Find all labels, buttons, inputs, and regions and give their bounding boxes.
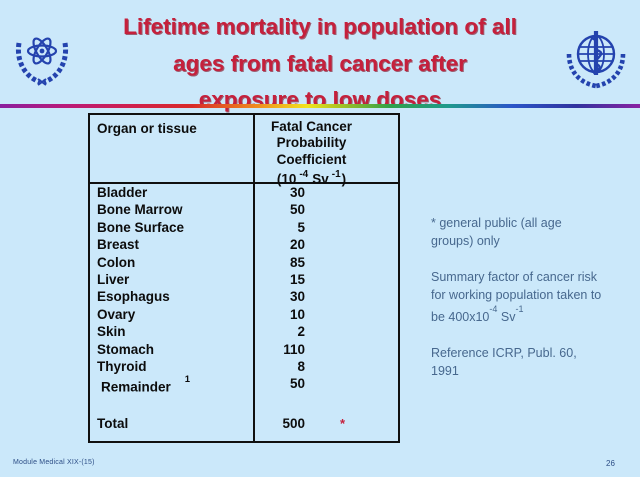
table-header-organ: Organ or tissue [97, 121, 197, 136]
total-label: Total [97, 415, 129, 431]
table-row: Stomach 110 [90, 341, 398, 358]
organ-cell: Esophagus [97, 289, 170, 305]
slide-title: Lifetime mortality in population of all … [0, 9, 640, 119]
value-cell: 5 [297, 219, 305, 235]
table-blank-row [90, 393, 398, 415]
table-row: Esophagus 30 [90, 288, 398, 305]
value-cell: 8 [297, 358, 305, 374]
rainbow-divider-rule [0, 104, 640, 108]
total-asterisk: * [339, 415, 345, 431]
value-cell: 110 [283, 341, 305, 357]
organ-cell: Bone Surface [97, 219, 185, 235]
table-row: Bone Surface 5 [90, 219, 398, 236]
module-footer-label: Module Medical XIX-(15) [13, 459, 95, 466]
table-total-row: Total 500 * [90, 415, 398, 433]
organ-cell: Ovary [97, 306, 136, 322]
table-row: Ovary 10 [90, 306, 398, 323]
side-notes: * general public (all age groups) only S… [431, 214, 633, 398]
table-row: Bone Marrow 50 [90, 201, 398, 218]
table-row: Liver 15 [90, 271, 398, 288]
organ-cell: Remainder 1 [101, 374, 191, 395]
value-cell: 20 [289, 237, 305, 253]
value-cell: 50 [289, 202, 305, 218]
iaea-logo [13, 27, 71, 94]
value-cell: 15 [289, 271, 305, 287]
table-row: Skin 2 [90, 323, 398, 340]
organ-cell: Colon [97, 254, 136, 270]
value-cell: 2 [297, 324, 305, 340]
table-row: Bladder 30 [90, 184, 398, 201]
table-column-divider [253, 115, 255, 441]
organ-cell: Skin [97, 324, 126, 340]
value-cell: 85 [289, 254, 305, 270]
table-header-coefficient: Fatal Cancer Probability Coefficient (10… [255, 115, 398, 186]
value-cell: 30 [289, 185, 305, 200]
table-row-remainder: Remainder 1 50 [90, 374, 398, 395]
table-header-unit: (10 -4 Sv -1) [276, 168, 347, 187]
value-cell: 10 [289, 306, 305, 322]
iaea-atom-wreath-icon [15, 37, 69, 86]
remainder-footnote-marker: 1 [184, 374, 191, 386]
value-cell: 30 [289, 289, 305, 305]
organ-cell: Bone Marrow [97, 202, 183, 218]
organ-cell: Bladder [97, 185, 148, 200]
table-row: Breast 20 [90, 236, 398, 253]
fatal-cancer-table: Organ or tissue Fatal Cancer Probability… [88, 113, 400, 443]
note-general-public: * general public (all age groups) only [431, 216, 562, 248]
who-logo [565, 28, 627, 95]
table-row: Thyroid 8 [90, 358, 398, 375]
total-value-cell: 500 * [282, 415, 345, 431]
slide-title-line-1: Lifetime mortality in population of all [123, 14, 517, 39]
organ-cell: Liver [97, 271, 130, 287]
page-number: 26 [606, 459, 615, 468]
note-summary-factor: Summary factor of cancer risk for workin… [431, 270, 602, 325]
table-header-row: Organ or tissue Fatal Cancer Probability… [90, 115, 398, 186]
organ-cell: Breast [97, 237, 140, 253]
organ-cell: Stomach [97, 341, 155, 357]
who-globe-staff-icon [566, 31, 626, 89]
value-cell: 50 [289, 376, 305, 392]
table-row: Colon 85 [90, 254, 398, 271]
slide-title-line-2: ages from fatal cancer after [173, 50, 467, 76]
note-reference: Reference ICRP, Publ. 60, 1991 [431, 346, 577, 379]
organ-cell: Thyroid [97, 358, 147, 374]
